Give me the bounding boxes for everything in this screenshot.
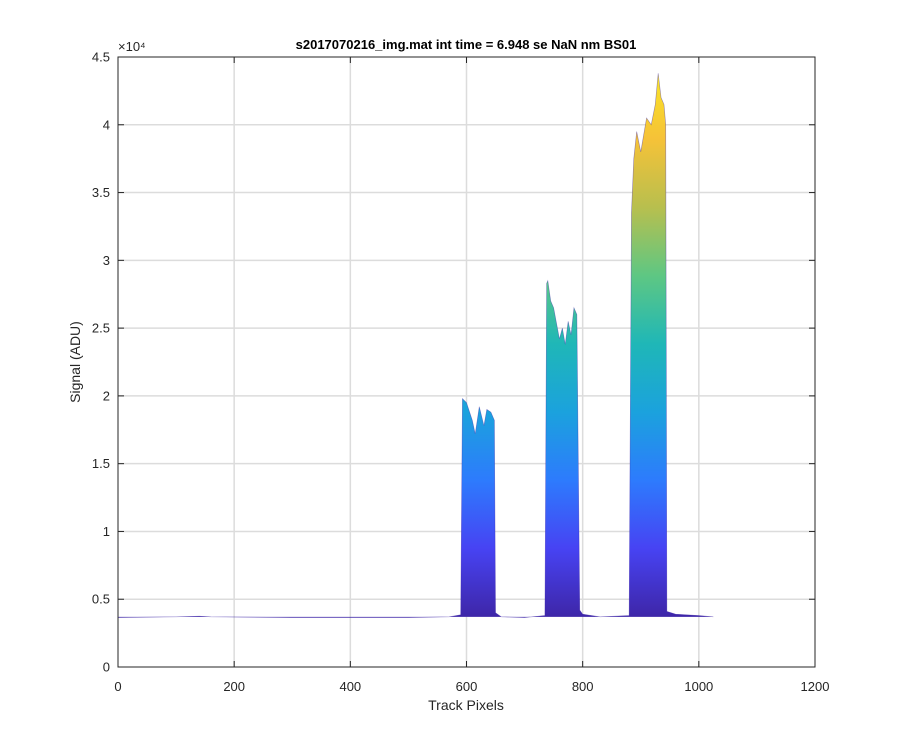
y-tick-label: 4 [103,117,110,132]
x-tick-label: 1200 [801,679,830,694]
chart-title: s2017070216_img.mat int time = 6.948 se … [296,37,637,52]
y-tick-label: 4.5 [92,50,110,65]
y-tick-label: 2 [103,388,110,403]
y-axis-label: Signal (ADU) [67,321,83,403]
x-tick-labels: 0 200 400 600 800 1000 1200 [114,679,829,694]
y-tick-label: 0 [103,660,110,675]
x-tick-label: 800 [572,679,594,694]
y-tick-label: 2.5 [92,321,110,336]
x-tick-label: 600 [456,679,478,694]
x-axis-label: Track Pixels [428,697,504,713]
x-tick-label: 0 [114,679,121,694]
y-tick-label: 1.5 [92,456,110,471]
series-area [118,73,714,618]
y-tick-label: 3 [103,253,110,268]
series-outline [118,73,714,618]
x-tick-label: 200 [223,679,245,694]
x-tick-label: 1000 [684,679,713,694]
y-exponent-label: ×10⁴ [118,39,146,54]
grid [118,57,815,667]
x-tick-label: 400 [339,679,361,694]
y-tick-label: 0.5 [92,592,110,607]
y-tick-label: 3.5 [92,185,110,200]
y-tick-label: 1 [103,524,110,539]
y-tick-labels: 0 0.5 1 1.5 2 2.5 3 3.5 4 4.5 [92,50,110,675]
series-group [118,73,714,618]
ticks [117,56,816,668]
